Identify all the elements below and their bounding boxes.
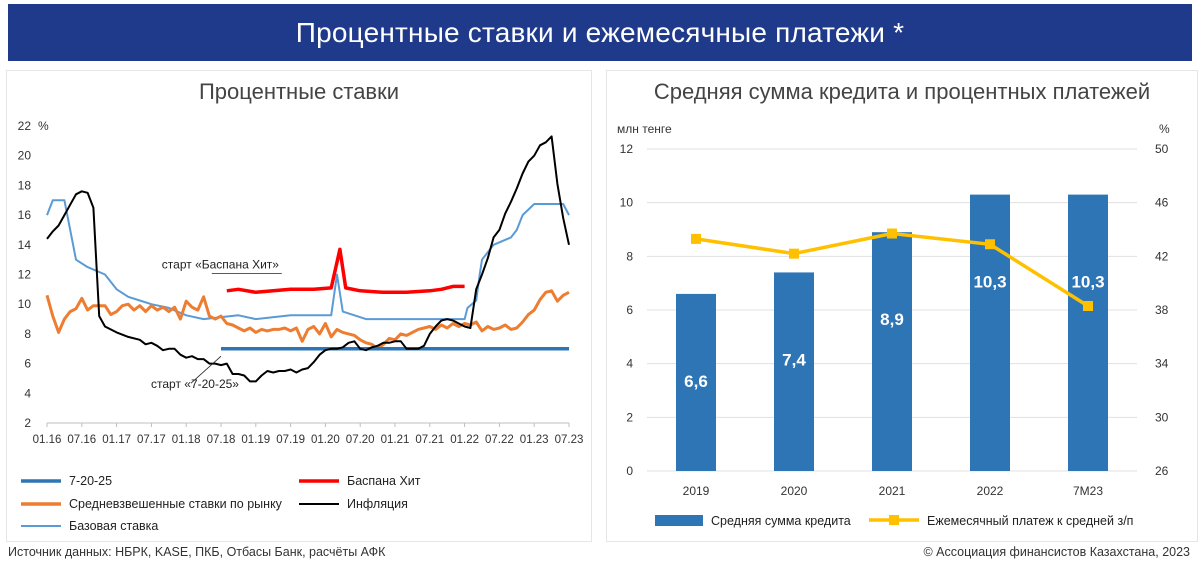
x-tick-label: 07.16 bbox=[67, 434, 96, 446]
bar bbox=[774, 272, 814, 471]
series-line bbox=[47, 200, 569, 319]
x-tick-label: 07.19 bbox=[276, 434, 305, 446]
y-tick-label: 12 bbox=[18, 268, 32, 282]
y-tick-label: 4 bbox=[24, 386, 31, 400]
x-tick-label: 01.16 bbox=[33, 434, 62, 446]
interest-rates-chart: Процентные ставки% 2 4 6 8 10 12 14 16 18 20 22 01.1… bbox=[7, 71, 591, 541]
x-tick-label: 01.19 bbox=[241, 434, 270, 446]
y2-tick-label: 26 bbox=[1155, 464, 1169, 478]
legend-label: Базовая ставка bbox=[69, 519, 158, 533]
bar-data-label: 6,6 bbox=[684, 372, 708, 391]
x-tick-label: 07.23 bbox=[555, 434, 584, 446]
y-tick-label: 10 bbox=[18, 297, 32, 311]
page-title: Процентные ставки и ежемесячные платежи … bbox=[296, 17, 904, 49]
legend-label: Ежемесячный платеж к средней з/п bbox=[927, 514, 1133, 528]
x-tick-label: 01.20 bbox=[311, 434, 340, 446]
legend-label: Инфляция bbox=[347, 497, 408, 511]
line-marker bbox=[985, 239, 995, 249]
y2-tick-label: 38 bbox=[1155, 303, 1169, 317]
bar bbox=[872, 232, 912, 471]
y-tick-label: 16 bbox=[18, 208, 32, 222]
y-tick-label: 10 bbox=[620, 196, 634, 210]
y-tick-label: 6 bbox=[626, 303, 633, 317]
bar bbox=[970, 195, 1010, 471]
source-note: Источник данных: НБРК, KASE, ПКБ, Отбасы… bbox=[8, 545, 385, 559]
bar bbox=[1068, 195, 1108, 471]
legend-swatch bbox=[655, 515, 703, 526]
loan-amount-panel: Средняя сумма кредита и процентных плате… bbox=[606, 70, 1198, 542]
legend-label: 7-20-25 bbox=[69, 474, 112, 488]
y2-tick-label: 34 bbox=[1155, 357, 1169, 371]
x-tick-label: 2021 bbox=[879, 484, 906, 498]
x-tick-label: 07.22 bbox=[485, 434, 514, 446]
legend-swatch bbox=[889, 515, 899, 525]
copyright-note: © Ассоциация финансистов Казахстана, 202… bbox=[923, 545, 1190, 559]
page-title-banner: Процентные ставки и ежемесячные платежи … bbox=[8, 4, 1192, 61]
y-tick-label: 2 bbox=[24, 416, 31, 430]
left-unit-label: млн тенге bbox=[617, 122, 672, 136]
y-tick-label: 14 bbox=[18, 238, 32, 252]
x-tick-label: 2022 bbox=[977, 484, 1004, 498]
bar-data-label: 10,3 bbox=[973, 273, 1006, 292]
annotation-baspana: старт «Баспана Хит» bbox=[162, 257, 280, 271]
x-tick-label: 7М23 bbox=[1073, 484, 1103, 498]
y2-tick-label: 46 bbox=[1155, 196, 1169, 210]
x-tick-label: 01.23 bbox=[520, 434, 549, 446]
y-tick-label: 18 bbox=[18, 178, 32, 192]
x-tick-label: 07.21 bbox=[415, 434, 444, 446]
x-tick-label: 07.18 bbox=[207, 434, 236, 446]
y-tick-label: 12 bbox=[620, 142, 634, 156]
series-line bbox=[47, 136, 569, 381]
line-marker bbox=[887, 229, 897, 239]
x-tick-label: 01.22 bbox=[450, 434, 479, 446]
y-unit-label: % bbox=[38, 119, 49, 133]
x-tick-label: 01.21 bbox=[381, 434, 410, 446]
line-marker bbox=[1083, 301, 1093, 311]
bar-data-label: 8,9 bbox=[880, 310, 904, 329]
x-tick-label: 07.17 bbox=[137, 434, 166, 446]
y-tick-label: 6 bbox=[24, 357, 31, 371]
y-tick-label: 8 bbox=[626, 249, 633, 263]
bar-data-label: 10,3 bbox=[1071, 273, 1104, 292]
annotation-7-20-25: старт «7-20-25» bbox=[151, 377, 239, 391]
y-tick-label: 2 bbox=[626, 410, 633, 424]
line-marker bbox=[691, 234, 701, 244]
x-tick-label: 2019 bbox=[683, 484, 710, 498]
interest-rates-panel: Процентные ставки% 2 4 6 8 10 12 14 16 18 20 22 01.1… bbox=[6, 70, 592, 542]
y-tick-label: 0 bbox=[626, 464, 633, 478]
line-marker bbox=[789, 249, 799, 259]
y2-tick-label: 42 bbox=[1155, 249, 1169, 263]
right-unit-label: % bbox=[1159, 122, 1170, 136]
bar-data-label: 7,4 bbox=[782, 350, 806, 369]
y2-tick-label: 30 bbox=[1155, 410, 1169, 424]
y-tick-label: 4 bbox=[626, 357, 633, 371]
x-tick-label: 2020 bbox=[781, 484, 808, 498]
legend-label: Баспана Хит bbox=[347, 474, 421, 488]
chart-title: Средняя сумма кредита и процентных плате… bbox=[654, 79, 1150, 104]
y-tick-label: 20 bbox=[18, 149, 32, 163]
series-line bbox=[47, 291, 569, 349]
legend-label: Средняя сумма кредита bbox=[711, 514, 851, 528]
y-tick-label: 22 bbox=[18, 119, 32, 133]
x-tick-label: 01.18 bbox=[172, 434, 201, 446]
chart-title: Процентные ставки bbox=[199, 79, 399, 104]
legend-label: Средневзвешенные ставки по рынку bbox=[69, 497, 283, 511]
x-tick-label: 01.17 bbox=[102, 434, 131, 446]
y2-tick-label: 50 bbox=[1155, 142, 1169, 156]
y-tick-label: 8 bbox=[24, 327, 31, 341]
loan-amount-chart: Средняя сумма кредита и процентных плате… bbox=[607, 71, 1197, 541]
x-tick-label: 07.20 bbox=[346, 434, 375, 446]
